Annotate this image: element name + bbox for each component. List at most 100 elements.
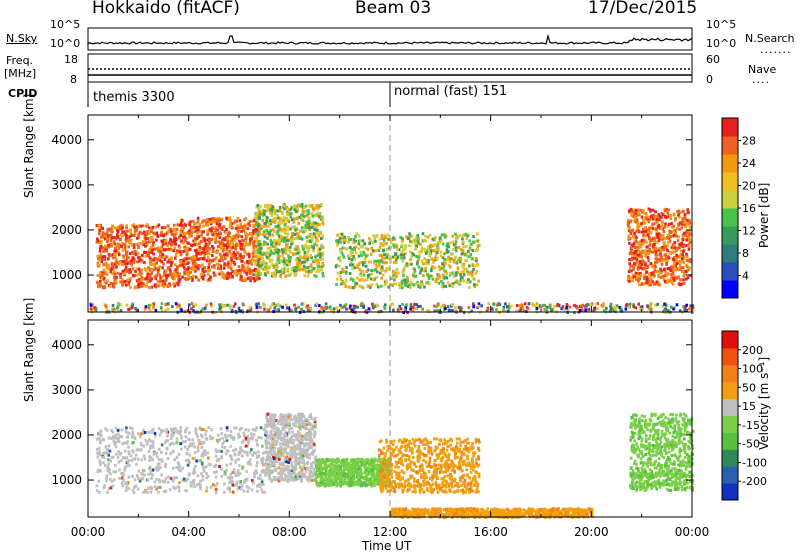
data-cell — [140, 476, 143, 480]
data-cell — [192, 305, 195, 308]
data-cell — [641, 260, 645, 264]
data-cell — [318, 247, 322, 251]
data-cell — [573, 303, 576, 307]
data-cell — [660, 215, 663, 219]
data-cell — [685, 277, 688, 281]
data-cell — [110, 243, 113, 247]
data-cell — [677, 213, 680, 217]
data-cell — [191, 259, 194, 263]
data-cell — [214, 491, 218, 495]
data-cell — [153, 284, 157, 288]
data-cell — [157, 427, 161, 431]
data-cell — [368, 285, 372, 289]
data-cell — [520, 305, 524, 309]
data-cell — [434, 253, 438, 257]
data-cell — [249, 279, 252, 283]
data-cell — [427, 277, 431, 280]
data-cell — [229, 222, 232, 226]
data-cell — [255, 464, 259, 468]
data-cell — [298, 268, 301, 272]
data-cell — [341, 305, 345, 309]
data-cell — [686, 255, 689, 258]
data-cell — [655, 260, 659, 264]
data-cell — [375, 275, 378, 279]
data-cell — [450, 257, 454, 261]
data-cell — [663, 207, 666, 211]
nsky-label: N.Sky — [6, 32, 38, 45]
data-cell — [389, 246, 393, 250]
data-cell — [148, 459, 151, 462]
data-cell — [243, 480, 246, 484]
data-cell — [647, 207, 651, 211]
data-cell — [224, 452, 228, 456]
data-cell — [412, 283, 416, 287]
data-cell — [214, 488, 218, 491]
data-cell — [128, 261, 131, 265]
data-cell — [632, 267, 635, 271]
data-cell — [203, 266, 206, 270]
data-cell — [406, 279, 409, 283]
data-cell — [210, 220, 214, 224]
data-cell — [296, 262, 299, 266]
data-cell — [158, 265, 161, 269]
data-cell — [136, 487, 140, 491]
data-cell — [336, 271, 340, 275]
data-cell — [179, 442, 182, 446]
data-cell — [250, 234, 254, 238]
data-cell — [118, 244, 122, 248]
data-cell — [154, 225, 157, 229]
data-cell — [112, 240, 116, 244]
data-cell — [173, 239, 177, 243]
data-cell — [157, 268, 160, 272]
data-cell — [248, 267, 251, 271]
data-cell — [627, 277, 630, 280]
data-cell — [169, 242, 172, 245]
data-cell — [620, 309, 624, 313]
data-cell — [192, 225, 195, 229]
data-cell — [184, 260, 188, 264]
data-cell — [347, 256, 351, 260]
data-cell — [642, 282, 645, 286]
data-cell — [670, 305, 673, 309]
data-cell — [176, 431, 180, 434]
data-cell — [313, 224, 316, 228]
data-cell — [301, 461, 304, 465]
data-cell — [656, 302, 659, 306]
data-cell — [347, 285, 351, 289]
data-cell — [640, 283, 644, 286]
data-cell — [203, 245, 207, 249]
data-cell — [263, 240, 266, 244]
data-cell — [681, 233, 685, 237]
data-cell — [265, 465, 268, 469]
data-cell — [154, 467, 158, 471]
data-cell — [131, 489, 135, 492]
data-cell — [666, 278, 670, 282]
data-cell — [265, 433, 269, 437]
data-cell — [172, 229, 176, 233]
data-cell — [119, 224, 122, 228]
data-cell — [164, 302, 168, 306]
data-cell — [404, 247, 407, 251]
freq-panel-frame — [87, 53, 693, 83]
data-cell — [145, 275, 149, 279]
data-cell — [157, 223, 161, 227]
data-cell — [681, 256, 684, 260]
data-cell — [150, 486, 154, 490]
data-cell — [675, 262, 679, 266]
data-cell — [250, 432, 253, 436]
data-cell — [145, 284, 148, 288]
data-cell — [277, 308, 281, 312]
data-cell — [170, 256, 173, 260]
data-cell — [639, 274, 643, 278]
data-cell — [286, 306, 289, 310]
data-cell — [423, 257, 426, 261]
data-cell — [255, 259, 259, 262]
data-cell — [561, 305, 565, 309]
data-cell — [297, 235, 300, 238]
data-cell — [270, 258, 274, 262]
data-cell — [635, 218, 639, 222]
data-cell — [637, 228, 640, 232]
data-cell — [434, 305, 438, 309]
data-cell — [435, 251, 439, 255]
data-cell — [301, 260, 304, 264]
